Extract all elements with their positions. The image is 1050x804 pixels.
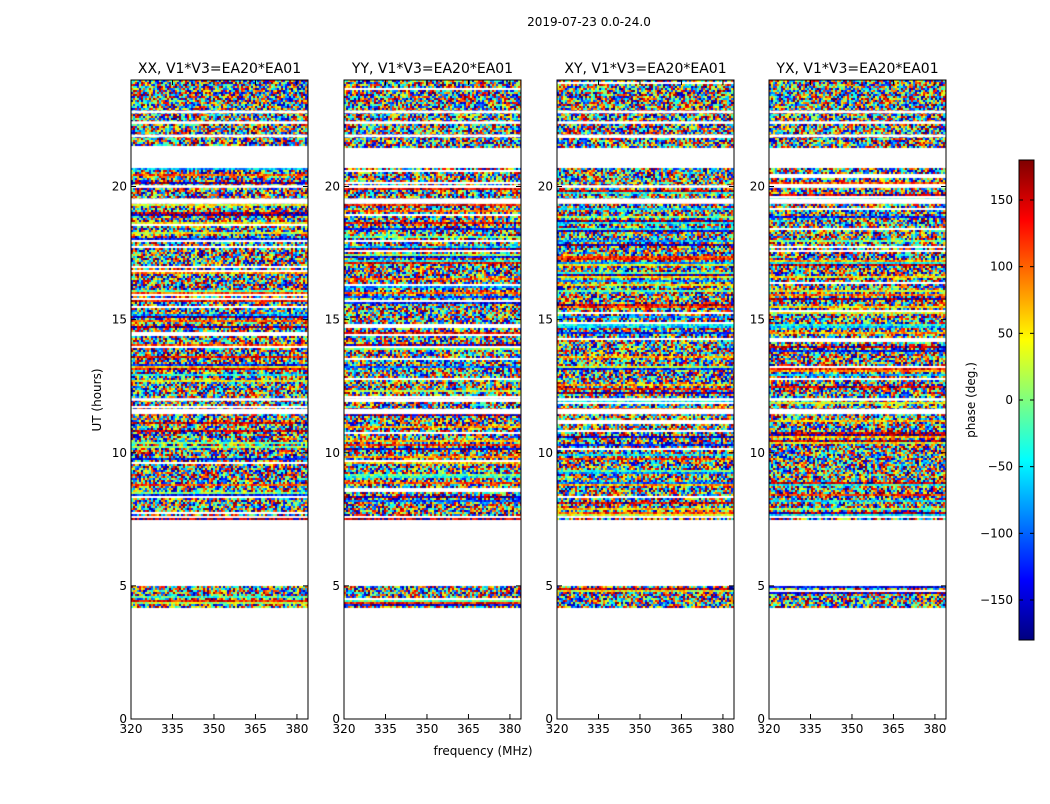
x-tick-label: 365 <box>882 722 905 736</box>
panel-title: YX, V1*V3=EA20*EA01 <box>775 61 938 77</box>
y-tick-label: 15 <box>538 313 553 327</box>
y-tick-label: 20 <box>325 180 340 194</box>
y-tick-label: 5 <box>545 579 553 593</box>
heatmap-canvas <box>131 80 308 719</box>
colorbar-tick-label: −50 <box>988 460 1013 474</box>
x-tick-label: 365 <box>457 722 480 736</box>
panels-group: XX, V1*V3=EA20*EA01 320 335 350 365 380 0 5 10 15… <box>112 61 947 736</box>
x-tick-label: 335 <box>587 722 610 736</box>
panel-frame <box>343 79 522 720</box>
panel-2: YY, V1*V3=EA20*EA01 320 335 350 365 380 0 5 10 15… <box>325 61 522 736</box>
colorbar-tick-label: −100 <box>980 526 1013 540</box>
x-tick-label: 320 <box>758 722 781 736</box>
panel-frame <box>130 79 309 720</box>
x-tick-label: 320 <box>120 722 143 736</box>
y-tick-label: 5 <box>332 579 340 593</box>
y-tick-label: 5 <box>757 579 765 593</box>
x-tick-label: 320 <box>546 722 569 736</box>
x-tick-label: 350 <box>841 722 864 736</box>
y-tick-label: 20 <box>750 180 765 194</box>
colorbar-tick-label: 0 <box>1005 393 1013 407</box>
x-tick-label: 335 <box>799 722 822 736</box>
y-tick-label: 15 <box>750 313 765 327</box>
colorbar-tick-label: −150 <box>980 593 1013 607</box>
panel-title: XY, V1*V3=EA20*EA01 <box>564 61 726 77</box>
y-tick-label: 0 <box>545 712 553 726</box>
x-tick-label: 380 <box>711 722 734 736</box>
panel-title: YY, V1*V3=EA20*EA01 <box>351 61 513 77</box>
panel-heatmap <box>344 80 521 719</box>
panel-3: XY, V1*V3=EA20*EA01 320 335 350 365 380 0 5 10 15… <box>538 61 735 736</box>
x-tick-label: 380 <box>285 722 308 736</box>
x-tick-label: 350 <box>629 722 652 736</box>
colorbar: 150 100 50 0 −50 −100 −150 <box>980 159 1035 641</box>
figure-suptitle: 2019-07-23 0.0-24.0 <box>527 15 651 29</box>
y-tick-label: 20 <box>112 180 127 194</box>
x-tick-label: 320 <box>333 722 356 736</box>
x-tick-label: 350 <box>416 722 439 736</box>
heatmap-canvas <box>557 80 734 719</box>
x-tick-label: 380 <box>923 722 946 736</box>
y-tick-label: 15 <box>112 313 127 327</box>
y-tick-label: 5 <box>119 579 127 593</box>
colorbar-tick-label: 150 <box>990 193 1013 207</box>
x-axis-label: frequency (MHz) <box>433 744 532 758</box>
panel-heatmap <box>131 80 308 719</box>
panel-frame <box>556 79 735 720</box>
panel-heatmap <box>557 80 734 719</box>
y-tick-label: 0 <box>332 712 340 726</box>
colorbar-label: phase (deg.) <box>964 362 978 438</box>
heatmap-canvas <box>769 80 946 719</box>
y-axis-label: UT (hours) <box>90 368 104 431</box>
y-tick-label: 15 <box>325 313 340 327</box>
colorbar-tick-label: 100 <box>990 260 1013 274</box>
x-tick-label: 380 <box>498 722 521 736</box>
x-tick-label: 335 <box>374 722 397 736</box>
panel-frame <box>768 79 947 720</box>
y-tick-label: 10 <box>112 446 127 460</box>
x-tick-label: 350 <box>203 722 226 736</box>
y-tick-label: 20 <box>538 180 553 194</box>
panel-heatmap <box>769 80 946 719</box>
x-tick-label: 365 <box>670 722 693 736</box>
panel-title: XX, V1*V3=EA20*EA01 <box>138 61 301 77</box>
y-tick-label: 10 <box>538 446 553 460</box>
colorbar-tick-label: 50 <box>998 326 1013 340</box>
y-tick-label: 0 <box>757 712 765 726</box>
y-tick-label: 0 <box>119 712 127 726</box>
heatmap-canvas <box>344 80 521 719</box>
panel-1: XX, V1*V3=EA20*EA01 320 335 350 365 380 0 5 10 15… <box>112 61 309 736</box>
panel-4: YX, V1*V3=EA20*EA01 320 335 350 365 380 0 5 10 15… <box>750 61 947 736</box>
y-tick-label: 10 <box>325 446 340 460</box>
x-tick-label: 365 <box>244 722 267 736</box>
x-tick-label: 335 <box>161 722 184 736</box>
y-tick-label: 10 <box>750 446 765 460</box>
